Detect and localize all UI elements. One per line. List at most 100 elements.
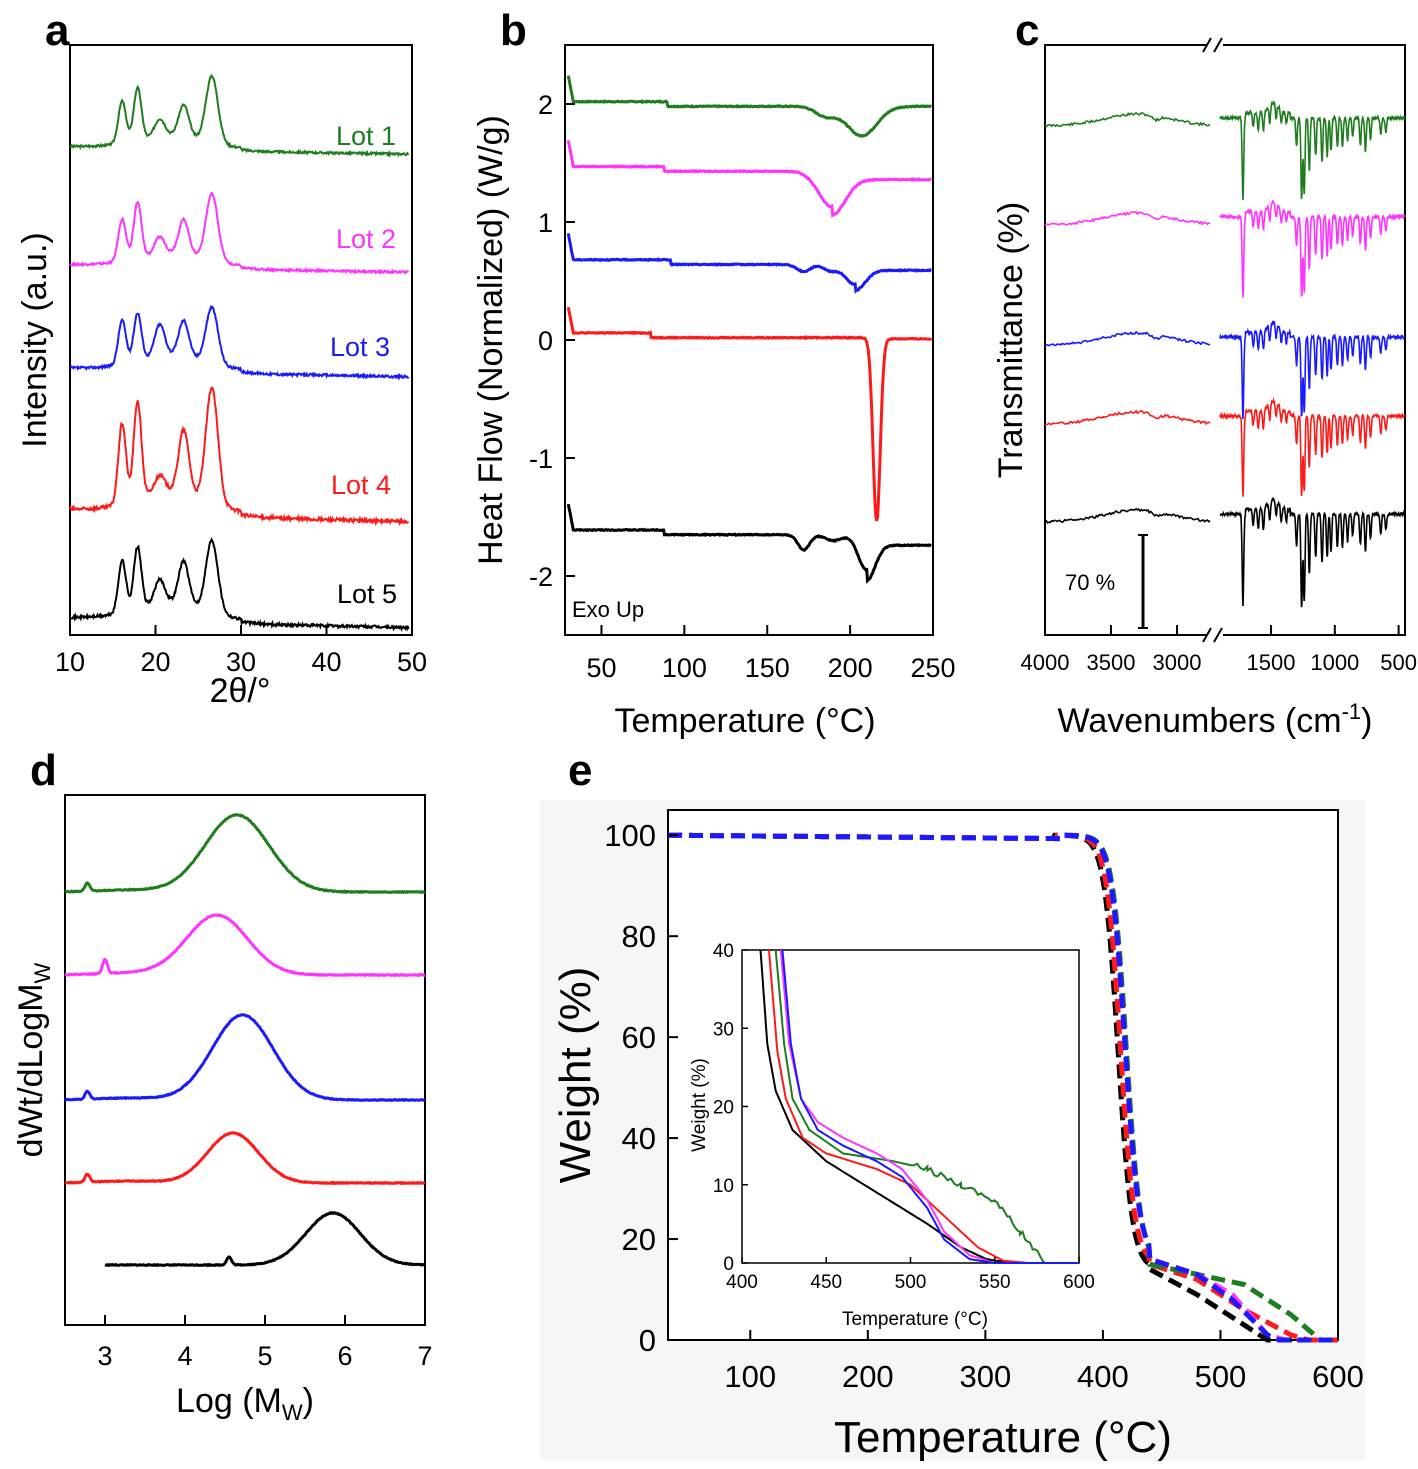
panel-e-xtick-label: 500 [1195,1359,1247,1394]
gpc-line-2 [64,913,426,978]
dsc-line-4 [566,306,933,522]
scale-bar [1138,534,1148,629]
panel-d-xlabel: Log (MW) [176,1382,314,1425]
panel-b-ytick-label: 2 [538,90,553,120]
panel-b-ytick-label: -1 [529,444,553,474]
axis-break-bottom [1202,627,1223,643]
panel-b-xtick-label: 100 [662,653,707,683]
inset-ytick-label: 20 [713,1098,734,1119]
panel-c-ylabel: Transmittance (%) [992,202,1030,478]
xrd-line-lot-4 [69,386,410,527]
panel-c-xtick-label: 4000 [1021,650,1070,675]
panel-b-annotation: Exo Up [572,597,644,622]
panel-b-ylabel: Heat Flow (Normalized) (W/g) [472,115,510,565]
xrd-line-lot-2 [69,191,410,275]
panel-b-xtick-label: 150 [745,653,790,683]
panel-b-ytick-label: -2 [529,562,553,592]
inset-xtick-label: 600 [1063,1272,1095,1293]
panel-a-xlabel: 2θ/° [210,672,271,710]
panel-e-xtick-label: 300 [960,1359,1012,1394]
panel-label-c: c [1015,6,1039,55]
dsc-line-2 [566,140,932,218]
panel-e-ytick-label: 80 [622,919,656,954]
panel-d-xlabel-main: Log (M [176,1382,282,1420]
panel-d-xlabel-sub: W [282,1400,303,1425]
ftir-line-left-3 [1044,330,1211,347]
panel-e-tga: 100 200 300 400 500 600 0 20 40 60 80 100 Temperatu… [540,800,1365,1462]
panel-label-b: b [500,6,527,55]
panel-c-xlabel-sup: -1 [1342,699,1362,724]
xrd-line-lot-3 [69,304,410,381]
panel-d-ylabel-sub: W [30,962,55,983]
panel-b-dsc: 50 100 150 200 250 -2 -1 0 1 2 Exo Up Temperature… [472,44,956,740]
panel-e-ytick-label: 100 [604,818,656,853]
panel-e-ytick-label: 60 [622,1020,656,1055]
inset-tga-line-2 [768,949,1079,1264]
inset-xtick-label: 500 [895,1272,927,1293]
dsc-line-5 [566,503,932,584]
dsc-line-3 [566,233,932,294]
inset-tga-line-5 [781,949,1079,1264]
ftir-line-right-1 [1219,99,1406,201]
panel-d-xtick-label: 4 [177,1341,192,1371]
panel-b-ytick-label: 0 [538,326,553,356]
inset-xtick-label: 400 [726,1272,758,1293]
panel-e-inset: 400 450 500 550 600 0 10 20 30 40 Temperature (°C… [689,941,1095,1330]
panel-a-xrd: Lot 1 Lot 2 Lot 3 Lot 4 Lot 5 10 20 30 40 50 2θ/… [16,44,427,710]
ftir-line-right-3 [1219,320,1406,420]
ftir-line-right-2 [1219,199,1406,298]
inset-xtick-label: 450 [810,1272,842,1293]
panel-a-ylabel: Intensity (a.u.) [16,232,54,447]
inset-ytick-label: 40 [713,941,734,962]
panel-c-xtick-label: 1500 [1247,650,1296,675]
panel-d-xlabel-end: ) [303,1382,314,1420]
panel-c-xtick-label: 3000 [1153,650,1202,675]
inset-ytick-label: 30 [713,1019,734,1040]
gpc-line-3 [64,1013,426,1103]
inset-tga-line-3 [774,949,1079,1264]
panel-e-xlabel: Temperature (°C) [834,1413,1172,1462]
xrd-line-lot-1 [69,73,410,158]
xrd-legend-lot-5: Lot 5 [337,579,397,609]
inset-ytick-label: 10 [713,1176,734,1197]
xrd-legend-lot-3: Lot 3 [330,332,390,362]
panel-e-xtick-label: 200 [842,1359,894,1394]
ftir-line-right-5 [1219,497,1406,608]
panel-d-ylabel: dWt/dLogMW [12,962,55,1157]
panel-c-xtick-label: 500 [1380,650,1417,675]
panel-c-axis-gap [1207,40,1223,640]
ftir-line-left-2 [1044,211,1211,226]
panel-b-ytick-label: 1 [538,208,553,238]
inset-background [738,945,1083,1265]
panel-d-frame [64,794,426,1326]
xrd-legend-lot-1: Lot 1 [336,121,396,151]
xrd-legend-lot-2: Lot 2 [336,224,396,254]
ftir-line-right-4 [1219,397,1406,497]
panel-d-xtick-label: 3 [97,1341,112,1371]
panel-d-xtick-label: 6 [337,1341,352,1371]
gpc-line-5 [104,1210,426,1268]
panel-e-ytick-label: 20 [622,1222,656,1257]
panel-e-ylabel: Weight (%) [551,967,600,1184]
panel-c-frame [1044,44,1406,636]
panel-d-xtick-label: 5 [257,1341,272,1371]
inset-xtick-label: 550 [979,1272,1011,1293]
panel-e-xtick-label: 100 [724,1359,776,1394]
panel-a-xtick-label: 40 [311,647,341,677]
panel-label-d: d [30,746,57,795]
panel-c-xlabel-end: ) [1361,702,1372,740]
panel-c-xlabel-main: Wavenumbers (cm [1058,702,1342,740]
xrd-line-lot-5 [69,537,410,633]
gpc-line-1 [64,813,426,895]
panel-d-ylabel-main: dWt/dLogM [12,983,50,1157]
panel-a-xtick-label: 20 [140,647,170,677]
panel-a-xtick-label: 50 [397,647,427,677]
panel-e-ytick-label: 40 [622,1121,656,1156]
axis-break-top [1202,37,1223,53]
panel-b-xtick-label: 50 [586,653,616,683]
panel-e-ytick-label: 0 [639,1323,656,1358]
panel-c-xtick-label: 1000 [1310,650,1359,675]
ftir-line-left-4 [1044,409,1211,426]
